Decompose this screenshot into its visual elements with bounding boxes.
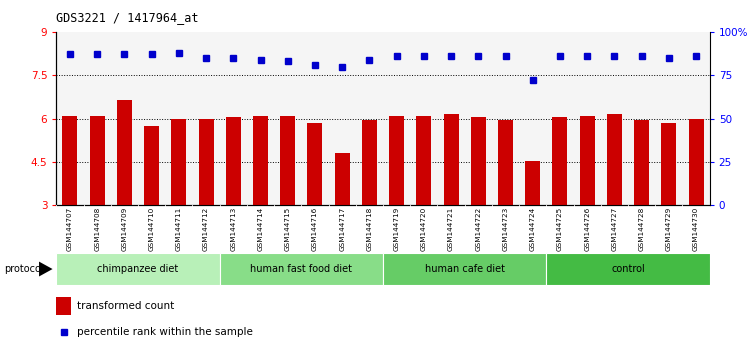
Bar [525, 160, 540, 205]
Text: GSM144708: GSM144708 [94, 207, 100, 251]
Bar [335, 153, 350, 205]
Bar [553, 117, 568, 205]
Text: GSM144716: GSM144716 [312, 207, 318, 251]
Bar [580, 116, 595, 205]
Text: percentile rank within the sample: percentile rank within the sample [77, 327, 253, 337]
Text: GSM144722: GSM144722 [475, 207, 481, 251]
Text: GDS3221 / 1417964_at: GDS3221 / 1417964_at [56, 11, 199, 24]
Text: GSM144710: GSM144710 [149, 207, 155, 251]
Bar [226, 117, 241, 205]
Text: GSM144717: GSM144717 [339, 207, 345, 251]
Bar [219, 253, 383, 285]
Text: GSM144718: GSM144718 [366, 207, 372, 251]
Bar [416, 116, 431, 205]
Bar [89, 116, 104, 205]
Text: GSM144725: GSM144725 [557, 207, 563, 251]
Text: GSM144715: GSM144715 [285, 207, 291, 251]
Bar [547, 253, 710, 285]
Text: protocol: protocol [4, 264, 44, 274]
Text: GSM144707: GSM144707 [67, 207, 73, 251]
Text: GSM144712: GSM144712 [203, 207, 209, 251]
Bar [144, 126, 159, 205]
Text: human fast food diet: human fast food diet [250, 264, 352, 274]
Text: GSM144719: GSM144719 [394, 207, 400, 251]
Text: GSM144726: GSM144726 [584, 207, 590, 251]
Text: GSM144713: GSM144713 [231, 207, 237, 251]
Text: GSM144728: GSM144728 [638, 207, 644, 251]
Text: human cafe diet: human cafe diet [424, 264, 505, 274]
Text: control: control [611, 264, 645, 274]
Bar [607, 114, 622, 205]
Bar [253, 116, 268, 205]
Bar [471, 117, 486, 205]
Bar [662, 123, 677, 205]
Bar [689, 119, 704, 205]
Text: GSM144709: GSM144709 [122, 207, 128, 251]
Text: GSM144729: GSM144729 [666, 207, 672, 251]
Bar [280, 116, 295, 205]
Text: GSM144727: GSM144727 [611, 207, 617, 251]
Text: GSM144721: GSM144721 [448, 207, 454, 251]
Polygon shape [39, 262, 53, 276]
Text: GSM144714: GSM144714 [258, 207, 264, 251]
Bar [444, 114, 459, 205]
Text: transformed count: transformed count [77, 301, 174, 311]
Bar [362, 120, 377, 205]
Bar [198, 119, 213, 205]
Bar [56, 253, 219, 285]
Bar [117, 100, 132, 205]
Bar [171, 119, 186, 205]
Bar [307, 123, 322, 205]
Text: chimpanzee diet: chimpanzee diet [98, 264, 179, 274]
Text: GSM144724: GSM144724 [529, 207, 535, 251]
Bar [389, 116, 404, 205]
Bar [383, 253, 547, 285]
Text: GSM144723: GSM144723 [502, 207, 508, 251]
Text: GSM144711: GSM144711 [176, 207, 182, 251]
Bar [498, 120, 513, 205]
Bar [634, 120, 649, 205]
Bar [56, 297, 71, 315]
Bar [62, 116, 77, 205]
Text: GSM144720: GSM144720 [421, 207, 427, 251]
Text: GSM144730: GSM144730 [693, 207, 699, 251]
